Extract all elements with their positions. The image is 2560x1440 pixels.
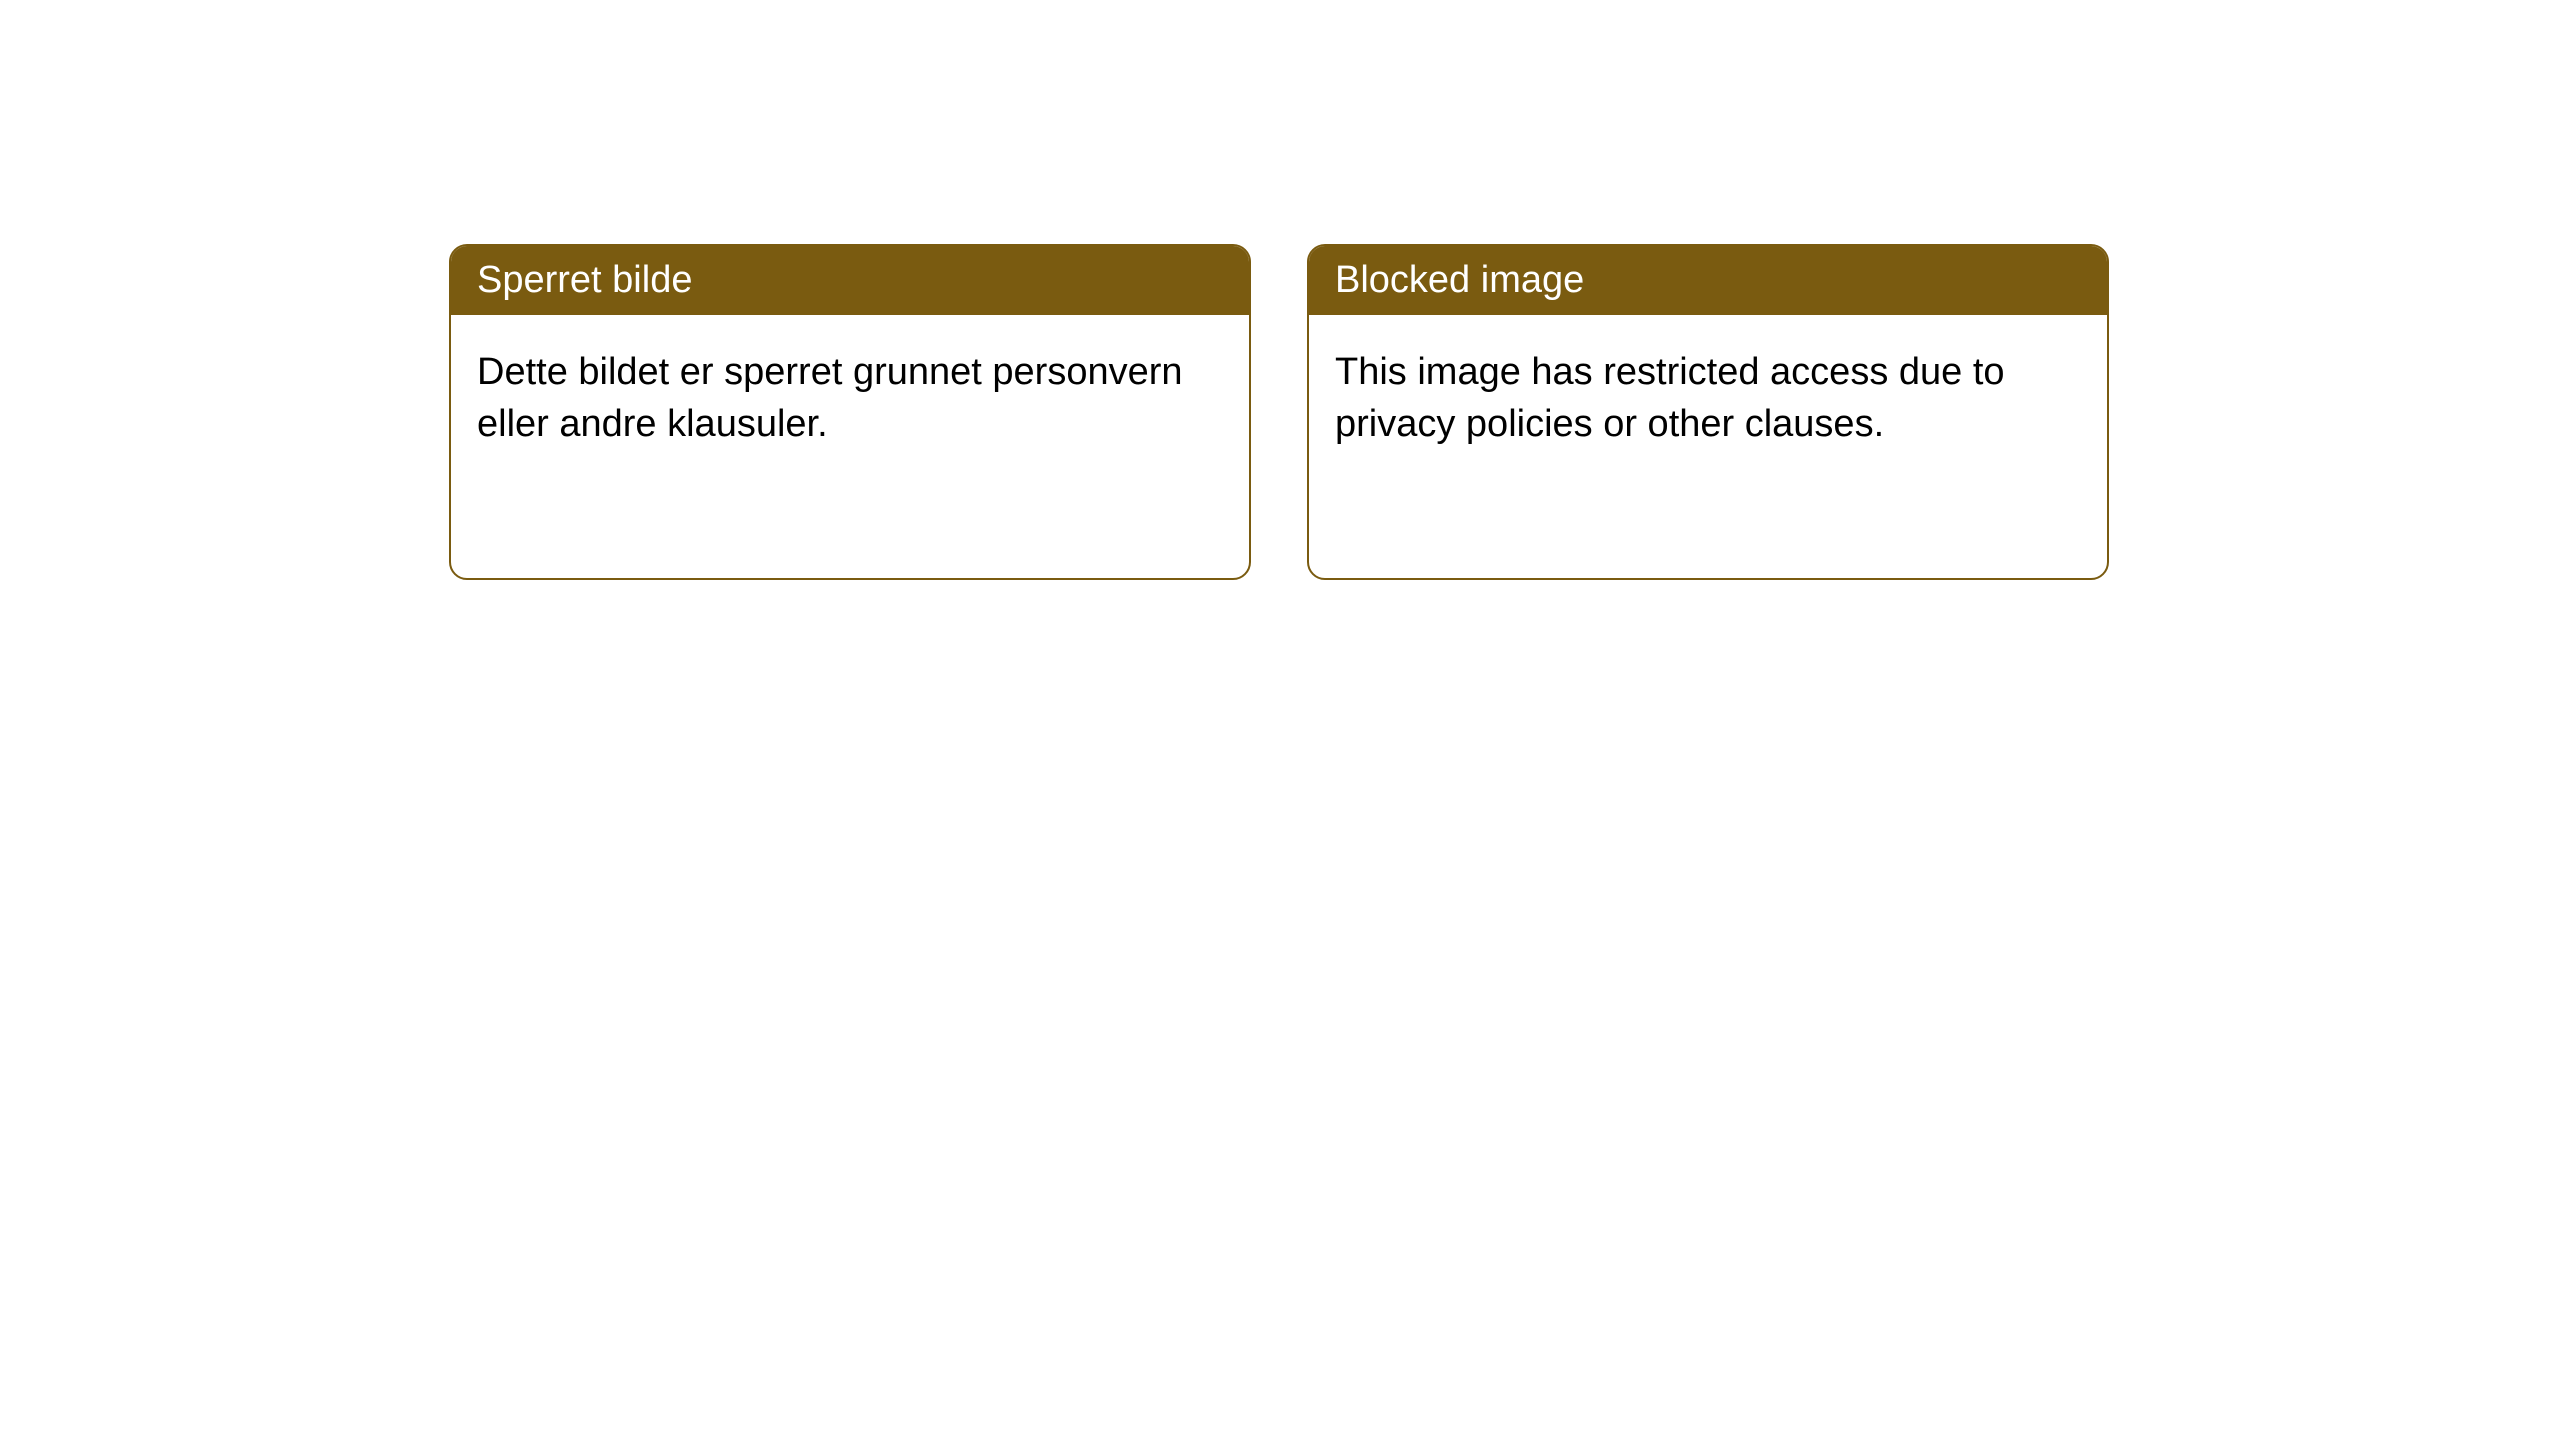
card-header: Sperret bilde [451,246,1249,315]
notice-card-norwegian: Sperret bilde Dette bildet er sperret gr… [449,244,1251,580]
notice-card-english: Blocked image This image has restricted … [1307,244,2109,580]
card-title: Sperret bilde [477,259,692,301]
card-body-text: Dette bildet er sperret grunnet personve… [477,351,1183,444]
card-header: Blocked image [1309,246,2107,315]
card-title: Blocked image [1335,259,1584,301]
card-body: This image has restricted access due to … [1309,315,2107,482]
card-body: Dette bildet er sperret grunnet personve… [451,315,1249,482]
card-body-text: This image has restricted access due to … [1335,351,2005,444]
notice-container: Sperret bilde Dette bildet er sperret gr… [449,244,2109,580]
